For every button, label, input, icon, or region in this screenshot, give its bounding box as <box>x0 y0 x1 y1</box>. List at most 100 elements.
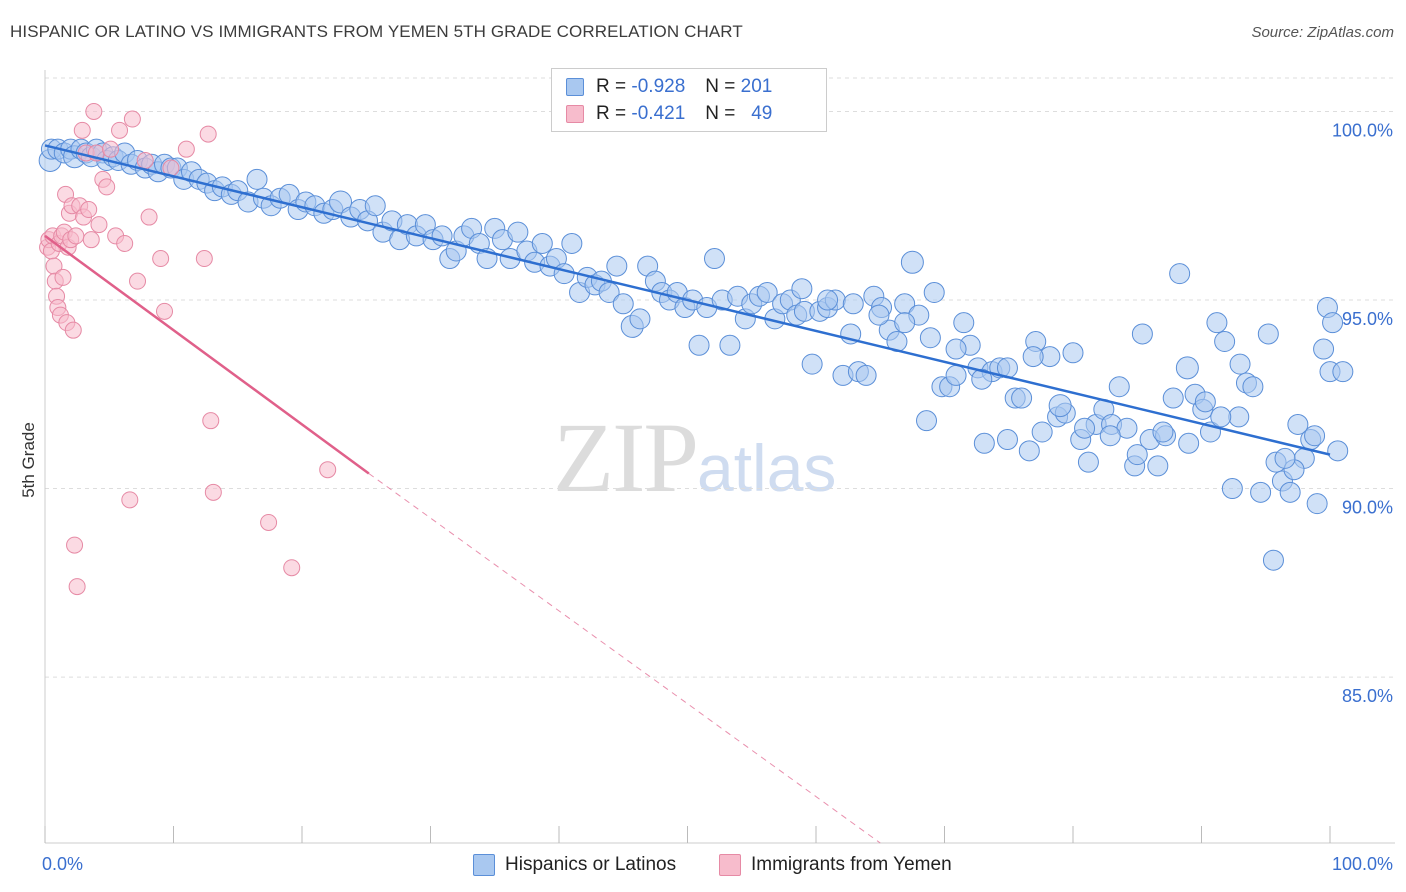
hispanics-point <box>801 353 823 375</box>
hispanics-point <box>1162 387 1184 409</box>
hispanics-point <box>1126 444 1148 466</box>
yemen-point <box>90 216 108 234</box>
hispanics-point <box>1332 361 1354 383</box>
hispanics-point <box>612 293 634 315</box>
hispanics-point <box>1048 394 1072 418</box>
yemen-point <box>116 234 134 252</box>
hispanics-trend-line <box>44 144 1331 456</box>
hispanics-point <box>561 232 583 254</box>
hispanics-point <box>868 304 890 326</box>
hispanics-point <box>791 278 813 300</box>
yemen-point <box>121 491 139 509</box>
hispanics-points-layer <box>38 138 1354 571</box>
yemen-point <box>129 272 147 290</box>
legend-n-value: 49 <box>751 103 773 124</box>
yemen-point <box>319 461 337 479</box>
yemen-point <box>204 483 222 501</box>
hispanics-point <box>973 432 995 454</box>
hispanics-point <box>531 232 553 254</box>
legend-swatch-pink <box>719 854 741 876</box>
y-tick-label: 90.0% <box>1342 498 1393 518</box>
legend-swatch-pink <box>566 105 584 123</box>
yemen-point <box>68 578 86 596</box>
hispanics-point <box>1169 263 1191 285</box>
hispanics-point <box>1074 417 1096 439</box>
y-tick-label: 95.0% <box>1342 309 1393 329</box>
hispanics-point <box>1206 312 1228 334</box>
hispanics-point <box>1304 425 1326 447</box>
yemen-point <box>283 559 301 577</box>
hispanics-point <box>1062 342 1084 364</box>
yemen-point <box>140 208 158 226</box>
hispanics-point <box>1228 406 1250 428</box>
legend-swatch-blue <box>566 78 584 96</box>
x-tick-label: 0.0% <box>42 854 83 874</box>
hispanics-point <box>1108 376 1130 398</box>
yemen-point <box>111 121 129 139</box>
hispanics-point <box>1210 406 1232 428</box>
hispanics-point <box>1322 312 1344 334</box>
chart-title: HISPANIC OR LATINO VS IMMIGRANTS FROM YE… <box>10 22 743 41</box>
legend-n-label: N = <box>705 103 736 124</box>
hispanics-point <box>719 334 741 356</box>
hispanics-point <box>953 312 975 334</box>
hispanics-point <box>1099 425 1121 447</box>
yemen-point <box>66 536 84 554</box>
trend-extension-layer <box>368 473 881 844</box>
x-tick-label: 100.0% <box>1332 854 1393 874</box>
yemen-point <box>80 201 98 219</box>
hispanics-point <box>1214 330 1236 352</box>
trend-lines-layer <box>44 144 1331 475</box>
y-tick-label: 85.0% <box>1342 686 1393 706</box>
hispanics-point <box>855 364 877 386</box>
hispanics-point <box>1279 481 1301 503</box>
watermark: ZIPatlas <box>553 400 836 515</box>
hispanics-point <box>919 327 941 349</box>
hispanics-point <box>703 248 725 270</box>
hispanics-point <box>945 364 967 386</box>
legend-row-hispanics: R = -0.928 N = 201 <box>566 74 772 100</box>
bottom-legend-yemen[interactable]: Immigrants from Yemen <box>719 852 952 878</box>
hispanics-point <box>996 429 1018 451</box>
hispanics-point <box>894 312 916 334</box>
hispanics-point <box>553 263 575 285</box>
hispanics-point <box>246 168 268 190</box>
hispanics-point <box>688 334 710 356</box>
legend-swatch-blue <box>473 854 495 876</box>
legend-r-label: R = <box>596 103 627 124</box>
yemen-trend-extension <box>368 473 881 844</box>
legend-row-yemen: R = -0.421 N = 49 <box>566 101 772 127</box>
yemen-point <box>152 250 170 268</box>
stats-legend: R = -0.928 N = 201 R = -0.421 N = 49 <box>551 68 827 132</box>
watermark-zip: ZIP <box>553 402 699 513</box>
yemen-point <box>54 268 72 286</box>
hispanics-point <box>629 308 651 330</box>
hispanics-point <box>1287 413 1309 435</box>
bottom-legend-hispanics[interactable]: Hispanics or Latinos <box>473 852 676 878</box>
hispanics-point <box>1327 440 1349 462</box>
hispanics-point <box>1011 387 1033 409</box>
legend-r-value: -0.421 <box>631 103 686 124</box>
tick-labels-layer: 85.0% 90.0% 95.0% 100.0% 0.0% 100.0% <box>42 120 1393 874</box>
watermark-atlas: atlas <box>697 431 837 505</box>
legend-n-value: 201 <box>740 76 773 97</box>
hispanics-point <box>1131 323 1153 345</box>
hispanics-point <box>971 368 993 390</box>
hispanics-point <box>1022 346 1044 368</box>
yemen-point <box>82 231 100 249</box>
hispanics-point <box>606 255 628 277</box>
hispanics-point <box>598 281 620 303</box>
axes <box>44 70 1395 844</box>
source-label[interactable]: Source: ZipAtlas.com <box>1251 24 1394 41</box>
yemen-point <box>102 140 120 158</box>
y-tick-label: 100.0% <box>1332 120 1393 140</box>
hispanics-point <box>1175 356 1199 380</box>
hispanics-point <box>1250 481 1272 503</box>
hispanics-point <box>842 293 864 315</box>
hispanics-point <box>817 289 839 311</box>
yemen-point <box>73 121 91 139</box>
hispanics-point <box>1242 376 1264 398</box>
yemen-point <box>123 110 141 128</box>
hispanics-point <box>756 281 778 303</box>
